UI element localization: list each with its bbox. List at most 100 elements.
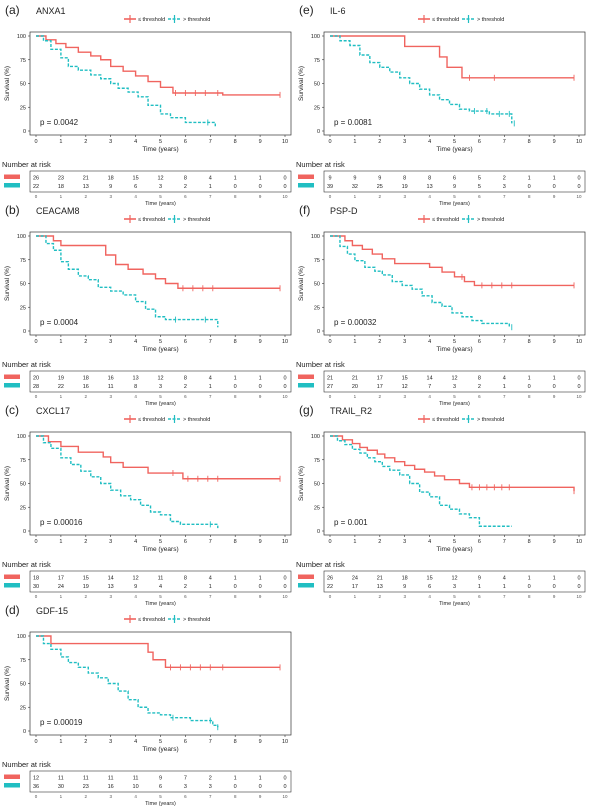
- risk-count-low: 4: [209, 376, 212, 382]
- y-tick-label: 100: [17, 234, 26, 240]
- risk-count-high: 12: [402, 384, 408, 390]
- risk-count-low: 12: [157, 376, 163, 382]
- legend-label-low: ≤ threshold: [432, 417, 459, 423]
- legend-label-low: ≤ threshold: [432, 217, 459, 223]
- risk-x-axis-label: Time (years): [145, 801, 176, 806]
- risk-x-tick-label: 3: [403, 594, 406, 599]
- risk-count-high: 25: [377, 184, 383, 190]
- legend-label-high: > threshold: [183, 17, 210, 23]
- risk-count-low: 9: [159, 776, 162, 782]
- x-tick-label: 8: [234, 739, 237, 745]
- y-axis-label: Survival (%): [4, 66, 11, 101]
- risk-x-tick-label: 5: [453, 394, 456, 399]
- risk-count-low: 15: [83, 576, 89, 582]
- risk-count-low: 4: [209, 576, 212, 582]
- x-tick-label: 8: [234, 539, 237, 545]
- risk-swatch-high: [298, 383, 314, 388]
- x-tick-label: 9: [259, 139, 262, 145]
- y-tick-label: 0: [317, 529, 320, 535]
- x-tick-label: 6: [478, 539, 481, 545]
- risk-x-axis-label: Time (years): [145, 401, 176, 407]
- risk-count-high: 3: [184, 784, 187, 790]
- risk-count-high: 3: [159, 384, 162, 390]
- risk-count-high: 13: [108, 584, 114, 590]
- x-tick-label: 0: [34, 139, 37, 145]
- legend-label-low: ≤ threshold: [138, 417, 165, 423]
- risk-count-low: 24: [352, 576, 358, 582]
- risk-count-low: 1: [553, 176, 556, 182]
- risk-count-high: 6: [159, 784, 162, 790]
- risk-count-high: 0: [577, 384, 580, 390]
- risk-count-high: 0: [553, 584, 556, 590]
- risk-x-tick-label: 4: [428, 394, 431, 399]
- p-value: p = 0.0042: [40, 118, 79, 127]
- risk-count-high: 0: [283, 384, 286, 390]
- risk-count-low: 1: [528, 576, 531, 582]
- risk-x-tick-label: 10: [576, 194, 582, 199]
- risk-count-low: 11: [158, 576, 164, 582]
- risk-x-tick-label: 5: [453, 594, 456, 599]
- risk-x-tick-label: 0: [35, 394, 38, 399]
- risk-count-low: 16: [108, 376, 114, 382]
- x-tick-label: 3: [109, 339, 112, 345]
- x-tick-label: 5: [159, 339, 162, 345]
- risk-x-tick-label: 0: [35, 794, 38, 799]
- risk-count-low: 1: [234, 176, 237, 182]
- panel-label: (b): [5, 203, 20, 217]
- x-tick-label: 6: [184, 339, 187, 345]
- panel-label: (a): [5, 3, 20, 17]
- x-tick-label: 8: [528, 539, 531, 545]
- risk-count-low: 18: [108, 176, 114, 182]
- risk-x-tick-label: 2: [379, 594, 382, 599]
- y-axis-label: Survival (%): [4, 266, 11, 301]
- x-tick-label: 2: [378, 539, 381, 545]
- risk-x-axis-label: Time (years): [145, 601, 176, 607]
- risk-count-high: 13: [427, 184, 433, 190]
- risk-count-low: 5: [478, 176, 481, 182]
- y-tick-label: 100: [311, 434, 320, 440]
- y-tick-label: 50: [20, 682, 26, 688]
- x-tick-label: 6: [478, 339, 481, 345]
- risk-count-high: 0: [528, 184, 531, 190]
- risk-x-tick-label: 2: [85, 794, 88, 799]
- risk-count-high: 17: [352, 584, 358, 590]
- y-tick-label: 25: [314, 505, 320, 511]
- legend-label-high: > threshold: [183, 617, 210, 623]
- y-tick-label: 25: [20, 505, 26, 511]
- risk-swatch-low: [298, 374, 314, 379]
- risk-x-tick-label: 8: [234, 394, 237, 399]
- risk-count-high: 1: [209, 384, 212, 390]
- risk-swatch-low: [4, 574, 20, 579]
- risk-table-frame: [323, 570, 586, 593]
- risk-count-low: 4: [209, 176, 212, 182]
- y-axis-label: Survival (%): [4, 466, 11, 501]
- x-tick-label: 9: [553, 139, 556, 145]
- risk-x-tick-label: 3: [109, 794, 112, 799]
- risk-x-tick-label: 1: [354, 194, 357, 199]
- risk-x-tick-label: 9: [259, 194, 262, 199]
- risk-count-low: 4: [503, 376, 506, 382]
- risk-count-high: 0: [259, 184, 262, 190]
- risk-count-low: 17: [58, 576, 64, 582]
- risk-swatch-high: [4, 383, 20, 388]
- x-tick-label: 3: [403, 139, 406, 145]
- risk-count-low: 26: [33, 176, 39, 182]
- y-tick-label: 25: [20, 105, 26, 111]
- risk-count-low: 12: [451, 376, 457, 382]
- panel-trail-r2: (g) TRAIL_R2≤ threshold > threshold0255075…: [296, 403, 586, 607]
- risk-table-frame: [323, 170, 586, 193]
- x-tick-label: 6: [478, 139, 481, 145]
- risk-x-tick-label: 0: [329, 594, 332, 599]
- x-tick-label: 9: [553, 339, 556, 345]
- x-tick-label: 1: [59, 739, 62, 745]
- risk-x-tick-label: 2: [85, 594, 88, 599]
- risk-count-low: 1: [528, 176, 531, 182]
- p-value: p = 0.001: [334, 518, 368, 527]
- risk-x-tick-label: 0: [329, 394, 332, 399]
- risk-x-axis-label: Time (years): [439, 401, 470, 407]
- risk-x-tick-label: 4: [134, 594, 137, 599]
- km-curve-low: [36, 435, 281, 480]
- risk-x-tick-label: 5: [159, 194, 162, 199]
- risk-count-high: 0: [234, 784, 237, 790]
- panel-label: (e): [299, 3, 314, 17]
